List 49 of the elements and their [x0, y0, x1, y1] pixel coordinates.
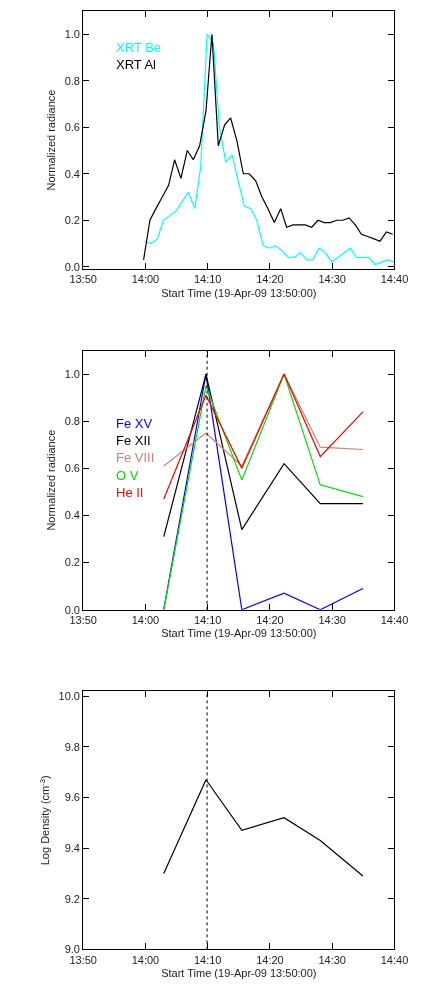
x-tick-label: 14:30	[318, 953, 346, 966]
y-tick-label: 0.8	[64, 415, 80, 428]
x-tick-label: 14:20	[256, 273, 284, 286]
text: Fe XII	[116, 433, 151, 448]
x-tick-label: 14:40	[380, 953, 409, 966]
x-tick-label: 14:10	[193, 953, 222, 966]
text: O V	[116, 468, 139, 483]
y-tick-label: 0.4	[64, 167, 80, 180]
y-tick-label: 10.0	[58, 690, 80, 703]
y-tick-label: 1.0	[64, 28, 80, 41]
x-axis-title: Start Time (19-Apr-09 13:50:00)	[161, 627, 317, 640]
x-tick-label: 13:50	[69, 273, 97, 286]
x-tick-label: 14:00	[131, 613, 160, 626]
y-tick-label: 0.2	[64, 556, 80, 569]
x-axis-title: Start Time (19-Apr-09 13:50:00)	[161, 286, 317, 299]
y-tick-label: 9.6	[64, 791, 80, 804]
y-tick-label: 9.4	[64, 841, 80, 854]
x-tick-label: 14:10	[193, 273, 222, 286]
y-tick-label: 0.0	[64, 603, 80, 616]
x-tick-label: 14:30	[318, 273, 346, 286]
x-tick-label: 14:40	[380, 613, 409, 626]
x-tick-label: 14:30	[318, 613, 346, 626]
x-axis-title: Start Time (19-Apr-09 13:50:00)	[161, 966, 317, 979]
y-tick-label: 0.6	[64, 121, 80, 134]
x-tick-label: 14:20	[256, 953, 284, 966]
x-tick-label: 14:00	[131, 953, 160, 966]
y-tick-label: 9.2	[64, 892, 80, 905]
y-tick-label: 1.0	[64, 367, 80, 380]
x-tick-label: 13:50	[69, 953, 97, 966]
x-tick-label: 14:40	[380, 273, 409, 286]
text: XRT Al	[116, 57, 157, 72]
y-tick-label: 0.8	[64, 74, 80, 87]
series-label: He II	[116, 485, 144, 500]
series-label: Fe VIII	[116, 450, 155, 465]
x-tick-label: 13:50	[69, 613, 97, 626]
x-tick-label: 14:10	[193, 613, 222, 626]
y-tick-label: 0.0	[64, 260, 80, 273]
x-tick-label: 14:20	[256, 613, 284, 626]
text: XRT Be	[116, 40, 162, 55]
line-series	[163, 373, 364, 500]
y-tick-label: 0.4	[64, 509, 80, 522]
y-tick-label: 0.2	[64, 214, 80, 227]
y-tick-label: 9.8	[64, 740, 80, 753]
y-axis-title: Normalized radiance	[45, 89, 58, 191]
y-tick-label: 0.6	[64, 462, 80, 475]
y-axis-title: Normalized radiance	[45, 429, 58, 531]
text: Fe XV	[116, 416, 153, 431]
y-tick-label: 9.0	[64, 943, 80, 956]
x-tick-label: 14:00	[131, 273, 160, 286]
